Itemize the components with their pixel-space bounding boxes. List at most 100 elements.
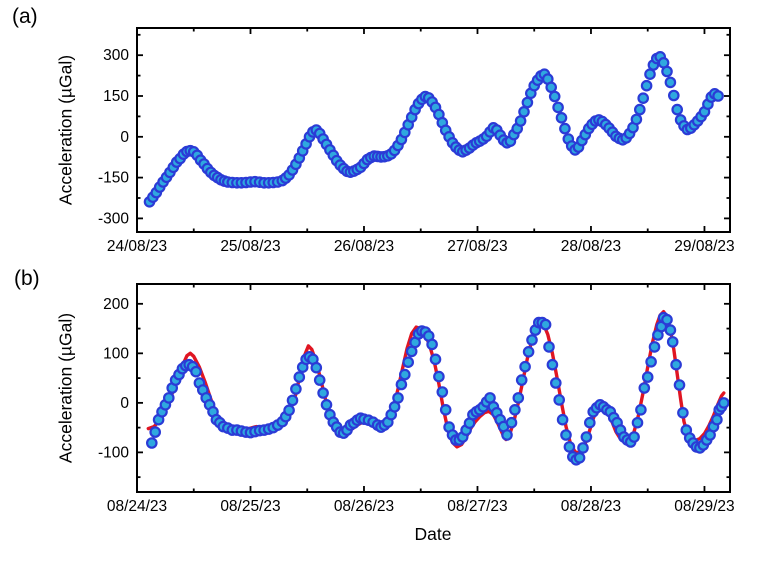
data-point	[717, 397, 730, 409]
data-point	[539, 318, 552, 331]
x-tick-label: 08/28/23	[561, 498, 621, 515]
data-point	[439, 404, 452, 416]
data-point	[512, 392, 525, 404]
data-point	[290, 383, 302, 395]
y-tick-label: -300	[98, 210, 129, 227]
data-point	[577, 442, 589, 454]
data-point	[402, 356, 414, 368]
data-point	[630, 113, 643, 126]
x-tick-label: 08/24/23	[107, 498, 167, 515]
x-tick-label: 08/26/23	[334, 498, 394, 515]
y-tick-label: 100	[103, 345, 129, 362]
x-tick-label: 29/08/23	[674, 238, 734, 255]
data-point	[666, 336, 679, 348]
y-tick-label: 200	[103, 296, 129, 313]
data-point	[644, 68, 656, 80]
data-point	[293, 371, 306, 383]
data-point	[522, 346, 535, 358]
panel-b-tag: (b)	[14, 267, 40, 290]
data-point	[711, 413, 723, 426]
x-tick-label: 28/08/23	[561, 238, 621, 255]
data-point	[514, 115, 527, 127]
plot-frame	[136, 27, 731, 233]
data-point	[563, 441, 576, 453]
data-point	[426, 338, 438, 351]
data-point	[190, 365, 202, 378]
data-point	[635, 404, 647, 416]
data-point	[146, 437, 158, 449]
panel-b-plot: 08/24/23 08/25/23 08/26/23 08/27/23 08/28/23…	[98, 283, 735, 515]
data-point	[671, 103, 683, 116]
data-point	[667, 89, 680, 102]
data-point	[664, 76, 677, 89]
x-tick-label: 08/29/23	[674, 498, 734, 515]
data-point	[543, 341, 555, 353]
data-point	[559, 122, 571, 135]
y-tick-label: -100	[98, 444, 129, 461]
data-point	[560, 429, 572, 441]
y-tick-label: 0	[120, 129, 129, 146]
data-point	[648, 341, 661, 353]
data-point	[436, 386, 449, 398]
data-point	[631, 416, 644, 429]
data-point	[555, 112, 568, 124]
data-point	[310, 361, 323, 374]
plot-frame	[136, 283, 731, 493]
data-point	[392, 392, 404, 404]
y-tick-label: 300	[103, 47, 129, 64]
data-point	[505, 416, 518, 429]
data-point	[677, 407, 689, 419]
data-point	[573, 452, 586, 464]
data-point	[149, 426, 161, 438]
data-point	[712, 90, 724, 102]
data-point	[556, 413, 569, 426]
x-tick-label: 24/08/23	[107, 238, 167, 255]
data-point	[661, 65, 673, 78]
data-point	[645, 356, 657, 368]
data-point	[317, 387, 329, 399]
data-point	[552, 101, 564, 114]
data-point	[429, 353, 442, 366]
data-point	[320, 399, 333, 411]
data-point	[637, 92, 649, 104]
data-point	[670, 358, 682, 371]
data-point	[673, 379, 686, 391]
data-point	[526, 334, 538, 346]
data-point	[546, 358, 559, 371]
data-point	[519, 360, 531, 373]
data-point	[638, 382, 651, 394]
data-point	[553, 394, 565, 406]
data-point	[163, 392, 175, 404]
x-tick-label: 27/08/23	[447, 238, 507, 255]
data-point	[545, 81, 557, 94]
x-tick-label: 25/08/23	[220, 238, 280, 255]
data-point	[501, 429, 513, 441]
x-tick-label: 08/25/23	[220, 498, 280, 515]
x-tick-label: 08/27/23	[447, 498, 507, 515]
data-point	[509, 404, 521, 416]
data-point	[641, 371, 654, 383]
data-point	[286, 394, 299, 407]
y-tick-label: 150	[103, 88, 129, 105]
panel-a-tag: (a)	[12, 5, 38, 28]
data-point	[640, 79, 653, 92]
x-tick-label: 26/08/23	[334, 238, 394, 255]
y-tick-label: -150	[98, 170, 129, 187]
data-point	[521, 96, 534, 109]
data-point	[549, 377, 562, 389]
x-axis-title: Date	[414, 524, 452, 544]
data-point	[313, 374, 326, 386]
data-point	[661, 313, 673, 326]
data-point	[283, 404, 295, 417]
data-point	[583, 416, 596, 429]
data-point	[395, 378, 408, 391]
data-point	[548, 90, 561, 103]
data-point	[433, 370, 445, 383]
y-tick-label: 0	[120, 395, 129, 412]
data-point	[628, 431, 640, 443]
data-point	[398, 368, 411, 381]
data-point	[515, 374, 528, 386]
data-point	[633, 103, 646, 116]
panel-a-plot: 24/08/23 25/08/23 26/08/23 27/08/23 28/08/23…	[98, 27, 735, 255]
